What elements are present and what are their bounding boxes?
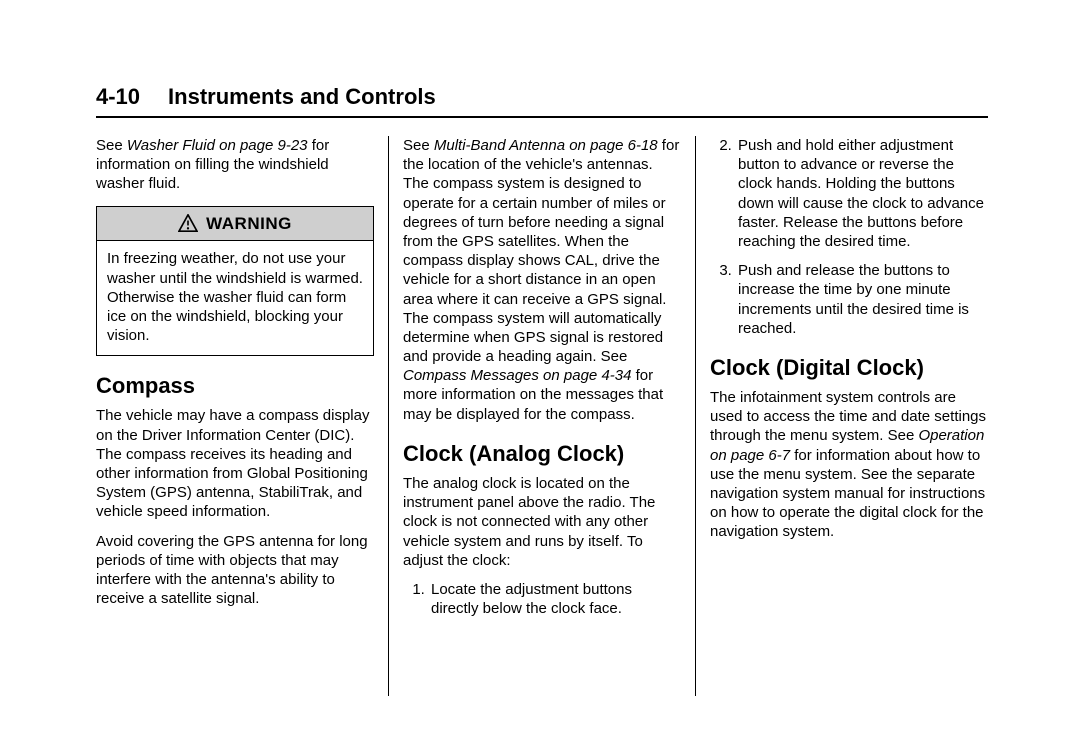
antenna-link: Multi-Band Antenna on page 6-18 bbox=[434, 137, 658, 154]
digital-clock-paragraph: The infotainment system controls are use… bbox=[710, 388, 988, 542]
warning-header: WARNING bbox=[97, 207, 373, 242]
compass-heading: Compass bbox=[96, 372, 374, 400]
text: for the location of the vehicle's antenn… bbox=[403, 137, 679, 365]
content-columns: See Washer Fluid on page 9-23 for inform… bbox=[96, 136, 988, 696]
warning-label: WARNING bbox=[206, 213, 292, 235]
page-number: 4-10 bbox=[96, 84, 140, 110]
compass-paragraph-1: The vehicle may have a compass display o… bbox=[96, 406, 374, 521]
chapter-title: Instruments and Controls bbox=[168, 84, 436, 110]
antenna-paragraph: See Multi-Band Antenna on page 6-18 for … bbox=[403, 136, 681, 424]
warning-triangle-icon bbox=[178, 214, 198, 232]
analog-clock-intro: The analog clock is located on the instr… bbox=[403, 474, 681, 570]
washer-fluid-link: Washer Fluid on page 9-23 bbox=[127, 137, 308, 154]
washer-fluid-ref-paragraph: See Washer Fluid on page 9-23 for inform… bbox=[96, 136, 374, 194]
analog-clock-heading: Clock (Analog Clock) bbox=[403, 440, 681, 468]
column-1: See Washer Fluid on page 9-23 for inform… bbox=[96, 136, 388, 696]
column-3: Push and hold either adjustment button t… bbox=[696, 136, 988, 696]
analog-clock-steps-continued: Push and hold either adjustment button t… bbox=[710, 136, 988, 338]
warning-box: WARNING In freezing weather, do not use … bbox=[96, 206, 374, 357]
compass-paragraph-2: Avoid covering the GPS antenna for long … bbox=[96, 532, 374, 609]
column-2: See Multi-Band Antenna on page 6-18 for … bbox=[388, 136, 696, 696]
text: See bbox=[403, 137, 434, 154]
analog-step-2: Push and hold either adjustment button t… bbox=[736, 136, 988, 251]
digital-clock-heading: Clock (Digital Clock) bbox=[710, 354, 988, 382]
analog-step-3: Push and release the buttons to increase… bbox=[736, 261, 988, 338]
warning-body: In freezing weather, do not use your was… bbox=[97, 241, 373, 355]
compass-messages-link: Compass Messages on page 4-34 bbox=[403, 367, 631, 384]
page-header: 4-10 Instruments and Controls bbox=[96, 84, 988, 118]
analog-step-1: Locate the adjustment buttons directly b… bbox=[429, 580, 681, 618]
analog-clock-steps-start: Locate the adjustment buttons directly b… bbox=[403, 580, 681, 618]
text: See bbox=[96, 137, 127, 154]
